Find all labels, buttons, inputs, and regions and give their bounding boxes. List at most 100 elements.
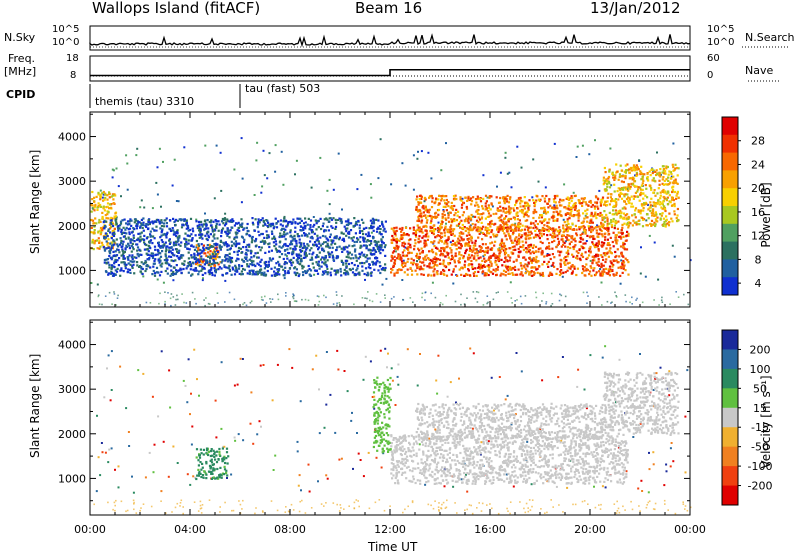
data-cell (110, 271, 114, 275)
data-cell (120, 232, 123, 236)
data-cell (611, 268, 614, 272)
data-cell (197, 252, 200, 255)
data-cell (472, 249, 475, 252)
data-cell (485, 274, 488, 277)
data-cell (296, 260, 299, 263)
data-cell (341, 250, 344, 253)
data-cell (658, 174, 661, 177)
data-cell (603, 166, 606, 170)
data-cell (422, 214, 425, 217)
data-cell (498, 219, 501, 222)
data-cell (359, 246, 362, 249)
data-cell (674, 178, 677, 181)
data-cell (395, 229, 398, 232)
data-cell (648, 206, 651, 209)
noise-dot (219, 151, 222, 154)
data-cell (418, 198, 421, 201)
noise-dot (101, 196, 104, 199)
data-cell (400, 260, 404, 263)
data-cell (511, 245, 514, 249)
data-cell (294, 266, 297, 269)
data-cell (462, 211, 465, 214)
data-cell (215, 247, 218, 250)
data-cell (136, 261, 139, 264)
noise-dot (337, 219, 339, 221)
data-cell (284, 219, 287, 222)
data-cell (615, 259, 618, 262)
data-cell (459, 226, 462, 229)
data-cell (279, 223, 282, 226)
data-cell (304, 256, 307, 259)
data-cell (498, 225, 501, 228)
data-cell (567, 197, 570, 201)
data-cell (419, 215, 422, 218)
noise-dot (263, 174, 266, 177)
data-cell (488, 223, 491, 226)
data-cell (317, 260, 320, 263)
data-cell (619, 164, 622, 167)
data-cell (144, 224, 147, 227)
data-cell (425, 243, 428, 246)
data-cell (598, 241, 601, 244)
data-cell (283, 263, 286, 266)
data-cell (230, 260, 234, 263)
data-cell (356, 267, 359, 270)
data-cell (636, 195, 640, 198)
data-cell (253, 273, 256, 276)
data-cell (97, 206, 100, 209)
data-cell (640, 178, 643, 181)
data-cell (149, 239, 153, 242)
data-cell (627, 234, 630, 237)
data-cell (166, 258, 169, 261)
data-cell (525, 214, 528, 217)
data-cell (187, 239, 190, 242)
data-cell (306, 269, 309, 272)
data-cell (620, 187, 623, 191)
data-cell (251, 239, 254, 242)
data-cell (226, 245, 229, 248)
data-cell (450, 227, 453, 231)
data-cell (256, 226, 259, 229)
data-cell (110, 220, 114, 223)
data-cell (674, 167, 677, 170)
data-cell (636, 190, 639, 193)
data-cell (256, 262, 259, 265)
data-cell (551, 253, 554, 256)
data-cell (116, 243, 119, 246)
data-cell (193, 269, 196, 272)
data-cell (483, 253, 486, 256)
data-cell (528, 250, 531, 253)
data-cell (277, 249, 280, 252)
data-cell (578, 228, 581, 231)
data-cell (469, 226, 472, 230)
data-cell (422, 268, 425, 271)
data-cell (254, 240, 257, 243)
noise-dot (440, 169, 443, 172)
data-cell (119, 220, 123, 223)
data-cell (326, 225, 329, 228)
data-cell (574, 240, 577, 243)
data-cell (250, 269, 253, 272)
data-cell (551, 247, 554, 250)
data-cell (404, 242, 407, 245)
data-cell (515, 236, 518, 239)
data-cell (454, 211, 457, 215)
data-cell (667, 176, 670, 179)
data-cell (199, 248, 202, 252)
data-cell (532, 226, 535, 230)
data-cell (477, 205, 480, 208)
data-cell (311, 253, 314, 256)
data-cell (568, 242, 571, 245)
data-cell (194, 267, 197, 270)
ground-scatter-dot (301, 298, 303, 301)
data-cell (155, 266, 159, 269)
data-cell (313, 269, 317, 272)
data-cell (458, 216, 461, 219)
data-cell (178, 249, 181, 252)
data-cell (321, 261, 324, 264)
data-cell (650, 219, 654, 222)
data-cell (516, 273, 519, 276)
data-cell (145, 237, 148, 240)
data-cell (218, 223, 221, 226)
data-cell (462, 227, 465, 230)
